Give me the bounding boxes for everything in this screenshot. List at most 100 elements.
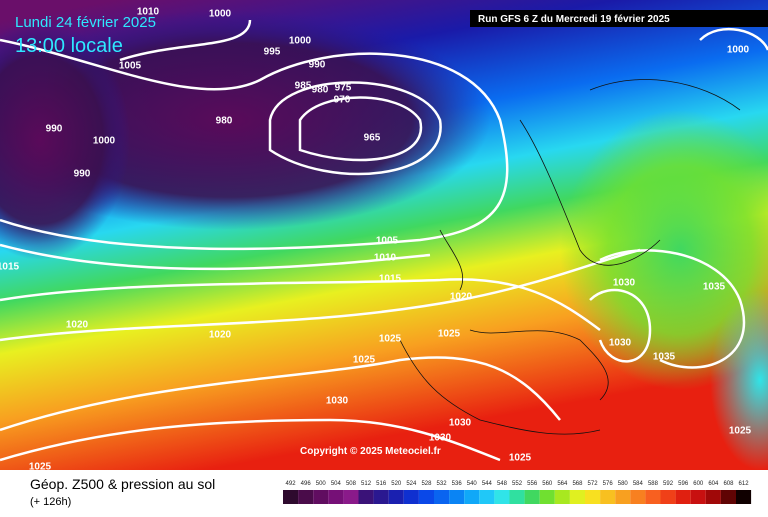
legend-label: 584	[633, 481, 644, 487]
legend-swatch	[720, 490, 736, 504]
legend-swatch	[675, 490, 691, 504]
isobar-label: 1030	[429, 433, 452, 444]
legend-swatch	[313, 490, 329, 504]
legend-label: 596	[678, 481, 689, 487]
isobar-label: 1000	[93, 136, 116, 147]
isobar-label: 1020	[66, 320, 89, 331]
isobar-label: 1035	[703, 282, 726, 293]
legend-label: 492	[286, 481, 297, 487]
legend-swatch	[690, 490, 706, 504]
isobar-label: 1030	[609, 338, 632, 349]
run-info: Run GFS 6 Z du Mercredi 19 février 2025	[478, 14, 670, 25]
isobar-label: 990	[309, 60, 326, 71]
legend-label: 552	[512, 481, 523, 487]
isobar-label: 1000	[289, 36, 312, 47]
legend-swatch	[298, 490, 314, 504]
isobar-label: 980	[216, 116, 233, 127]
isobar-label: 1030	[449, 418, 472, 429]
legend-label: 496	[301, 481, 312, 487]
isobar-label: 965	[364, 133, 381, 144]
isobar-label: 1025	[509, 453, 532, 464]
isobar-label: 990	[74, 169, 91, 180]
isobar-label: 1030	[326, 396, 349, 407]
legend-label: 568	[572, 481, 583, 487]
legend-label: 564	[557, 481, 568, 487]
isobar-label: 995	[264, 47, 281, 58]
isobar-label: 1005	[119, 61, 142, 72]
isobar-label: 1035	[653, 352, 676, 363]
isobars	[0, 19, 768, 462]
isobar-label: 1020	[209, 330, 232, 341]
isobar-label: 1030	[613, 278, 636, 289]
legend-label: 580	[618, 481, 629, 487]
isobar-label: 1020	[450, 292, 473, 303]
legend-swatch	[660, 490, 676, 504]
legend-label: 572	[588, 481, 599, 487]
legend-swatch	[600, 490, 616, 504]
legend-label: 536	[452, 481, 463, 487]
legend-swatch	[434, 490, 450, 504]
legend-label: 504	[331, 481, 342, 487]
isobar-label: 1010	[374, 253, 397, 264]
isobar-label: 1025	[438, 329, 461, 340]
legend-label: 588	[648, 481, 659, 487]
isobar-label: 1005	[376, 236, 399, 247]
legend-label: 612	[739, 481, 750, 487]
valid-date: Lundi 24 février 2025	[15, 14, 156, 31]
legend-label: 576	[603, 481, 614, 487]
isobar-label: 1015	[379, 274, 402, 285]
legend-swatch	[358, 490, 374, 504]
legend-label: 500	[316, 481, 327, 487]
legend-swatch	[524, 490, 540, 504]
lead-time: (+ 126h)	[30, 496, 71, 508]
isobar-label: 1015	[0, 262, 20, 273]
copyright: Copyright © 2025 Meteociel.fr	[300, 446, 441, 457]
isobar-label: 975	[335, 83, 352, 94]
legend-swatch	[464, 490, 480, 504]
legend-swatch	[736, 490, 752, 504]
legend-swatch	[615, 490, 631, 504]
legend-swatch	[373, 490, 389, 504]
legend-label: 516	[376, 481, 387, 487]
legend-label: 540	[467, 481, 478, 487]
legend-label: 532	[437, 481, 448, 487]
legend-swatch	[494, 490, 510, 504]
legend-label: 520	[391, 481, 402, 487]
legend-swatch	[705, 490, 721, 504]
coastlines	[399, 79, 741, 435]
legend-label: 560	[542, 481, 553, 487]
legend-swatch	[479, 490, 495, 504]
legend-swatch	[569, 490, 585, 504]
legend-swatch	[585, 490, 601, 504]
legend-label: 556	[527, 481, 538, 487]
isobar-label: 980	[312, 85, 329, 96]
isobar-label: 985	[295, 81, 312, 92]
legend-label: 528	[421, 481, 432, 487]
legend-label: 604	[708, 481, 719, 487]
legend-swatch	[343, 490, 359, 504]
isobar-label: 1025	[729, 426, 752, 437]
legend-label: 544	[482, 481, 493, 487]
isobar-label: 1025	[353, 355, 376, 366]
legend-swatch	[403, 490, 419, 504]
run-banner	[470, 10, 768, 27]
legend-swatch	[418, 490, 434, 504]
legend-label: 608	[723, 481, 734, 487]
isobar-label: 1010	[137, 7, 160, 18]
legend-swatch	[283, 490, 299, 504]
legend-swatch	[554, 490, 570, 504]
legend-swatch	[630, 490, 646, 504]
legend-swatch	[645, 490, 661, 504]
isobar-label: 970	[334, 95, 351, 106]
legend-label: 600	[693, 481, 704, 487]
isobar-label: 1000	[727, 45, 750, 56]
footer-title: Géop. Z500 & pression au sol	[30, 476, 215, 492]
legend-label: 592	[663, 481, 674, 487]
isobar-label: 990	[46, 124, 63, 135]
legend-label: 548	[497, 481, 508, 487]
isobar-label: 1025	[379, 334, 402, 345]
legend-swatch	[328, 490, 344, 504]
local-time: 13:00 locale	[15, 35, 123, 57]
legend-swatch	[449, 490, 465, 504]
legend-label: 512	[361, 481, 372, 487]
